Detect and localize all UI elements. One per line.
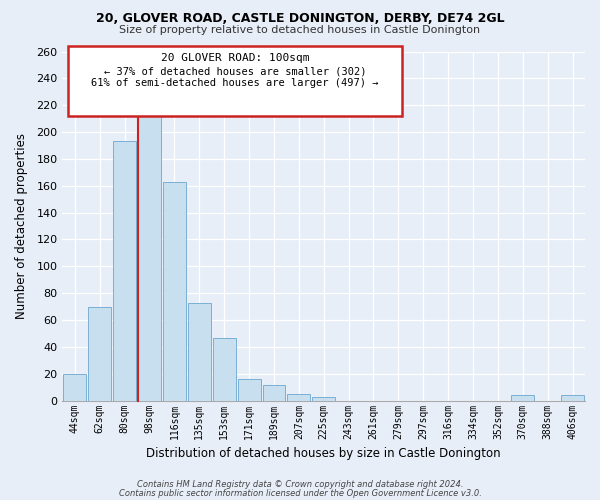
Bar — [263, 384, 286, 400]
Bar — [511, 396, 534, 400]
Bar — [287, 394, 310, 400]
Text: 20 GLOVER ROAD: 100sqm: 20 GLOVER ROAD: 100sqm — [161, 53, 309, 63]
Text: Size of property relative to detached houses in Castle Donington: Size of property relative to detached ho… — [119, 25, 481, 35]
Bar — [312, 396, 335, 400]
Bar — [561, 396, 584, 400]
Bar — [64, 374, 86, 400]
Text: ← 37% of detached houses are smaller (302): ← 37% of detached houses are smaller (30… — [104, 66, 366, 76]
Bar — [88, 306, 111, 400]
Bar — [213, 338, 236, 400]
X-axis label: Distribution of detached houses by size in Castle Donington: Distribution of detached houses by size … — [146, 447, 501, 460]
Bar — [113, 142, 136, 400]
Text: 20, GLOVER ROAD, CASTLE DONINGTON, DERBY, DE74 2GL: 20, GLOVER ROAD, CASTLE DONINGTON, DERBY… — [95, 12, 505, 26]
Bar — [138, 114, 161, 401]
Text: 61% of semi-detached houses are larger (497) →: 61% of semi-detached houses are larger (… — [91, 78, 379, 88]
Bar — [163, 182, 186, 400]
Bar — [188, 302, 211, 400]
FancyBboxPatch shape — [68, 46, 402, 116]
Y-axis label: Number of detached properties: Number of detached properties — [15, 133, 28, 319]
Bar — [238, 379, 260, 400]
Text: Contains public sector information licensed under the Open Government Licence v3: Contains public sector information licen… — [119, 488, 481, 498]
Text: Contains HM Land Registry data © Crown copyright and database right 2024.: Contains HM Land Registry data © Crown c… — [137, 480, 463, 489]
